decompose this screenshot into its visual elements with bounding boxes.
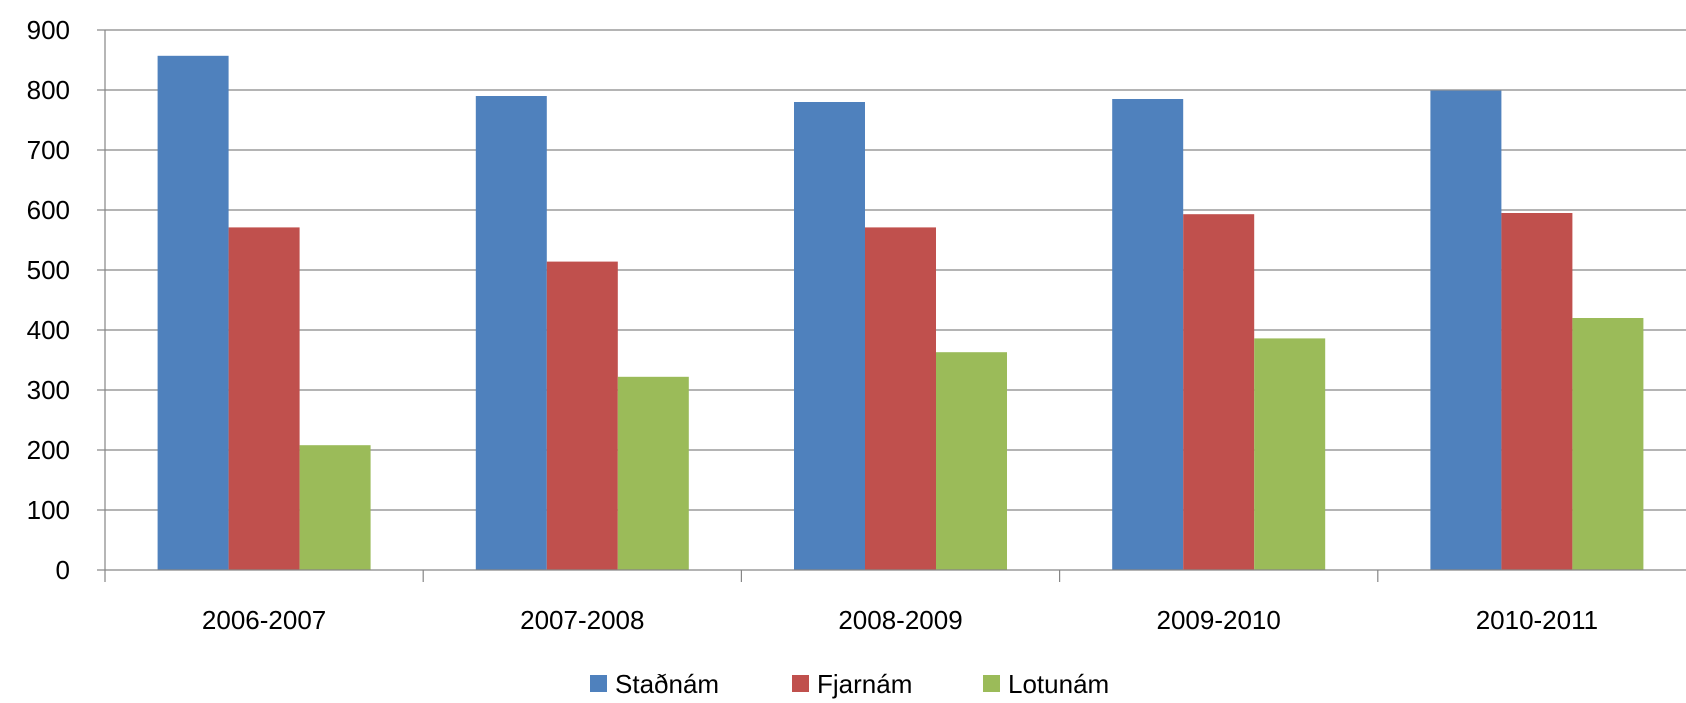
x-tick-label: 2007-2008 [520,605,644,635]
y-tick-label: 400 [27,315,70,345]
x-axis-tick-labels: 2006-2007 2007-2008 2008-2009 2009-2010 2010… [202,605,1598,635]
bar-lotunám-2008-2009 [936,352,1007,570]
legend-swatch-staðnám [590,675,607,692]
bar-lotunám-2007-2008 [617,376,689,570]
y-tick-label: 200 [27,435,70,465]
bar-staðnám-2008-2009 [794,102,865,570]
x-tick-label: 2008-2009 [838,605,962,635]
x-tick-label: 2010-2011 [1476,605,1598,635]
y-tick-label: 300 [27,375,70,405]
bar-lotunám-2010-2011 [1572,318,1644,570]
y-tick-label: 0 [56,555,70,585]
bar-lotunám-2006-2007 [299,445,371,570]
y-tick-label: 500 [27,255,70,285]
legend-swatch-fjarnám [792,675,809,692]
x-tick-label: 2009-2010 [1157,605,1281,635]
legend-label-lotunám: Lotunám [1008,669,1109,699]
y-tick-label: 600 [27,195,70,225]
legend-swatch-lotunám [983,675,1000,692]
legend: Staðnám Fjarnám Lotunám [590,669,1109,699]
bar-staðnám-2007-2008 [475,96,547,570]
y-tick-label: 800 [27,75,70,105]
bar-fjarnám-2010-2011 [1501,213,1573,570]
legend-label-fjarnám: Fjarnám [817,669,912,699]
x-tick-label: 2006-2007 [202,605,326,635]
bar-fjarnám-2009-2010 [1183,214,1255,570]
bar-staðnám-2006-2007 [157,55,229,571]
bar-fjarnám-2006-2007 [228,227,300,570]
y-tick-label: 900 [27,15,70,45]
axes [97,29,1686,582]
bar-fjarnám-2008-2009 [865,227,936,570]
bar-staðnám-2010-2011 [1430,90,1502,570]
bar-staðnám-2009-2010 [1112,99,1184,570]
bar-lotunám-2009-2010 [1254,338,1326,570]
bar-fjarnám-2007-2008 [546,261,618,570]
legend-label-staðnám: Staðnám [615,669,719,699]
y-tick-label: 700 [27,135,70,165]
y-axis-tick-labels: 0 100 200 300 400 500 600 700 800 900 [27,15,70,585]
y-tick-label: 100 [27,495,70,525]
bars [157,55,1644,571]
